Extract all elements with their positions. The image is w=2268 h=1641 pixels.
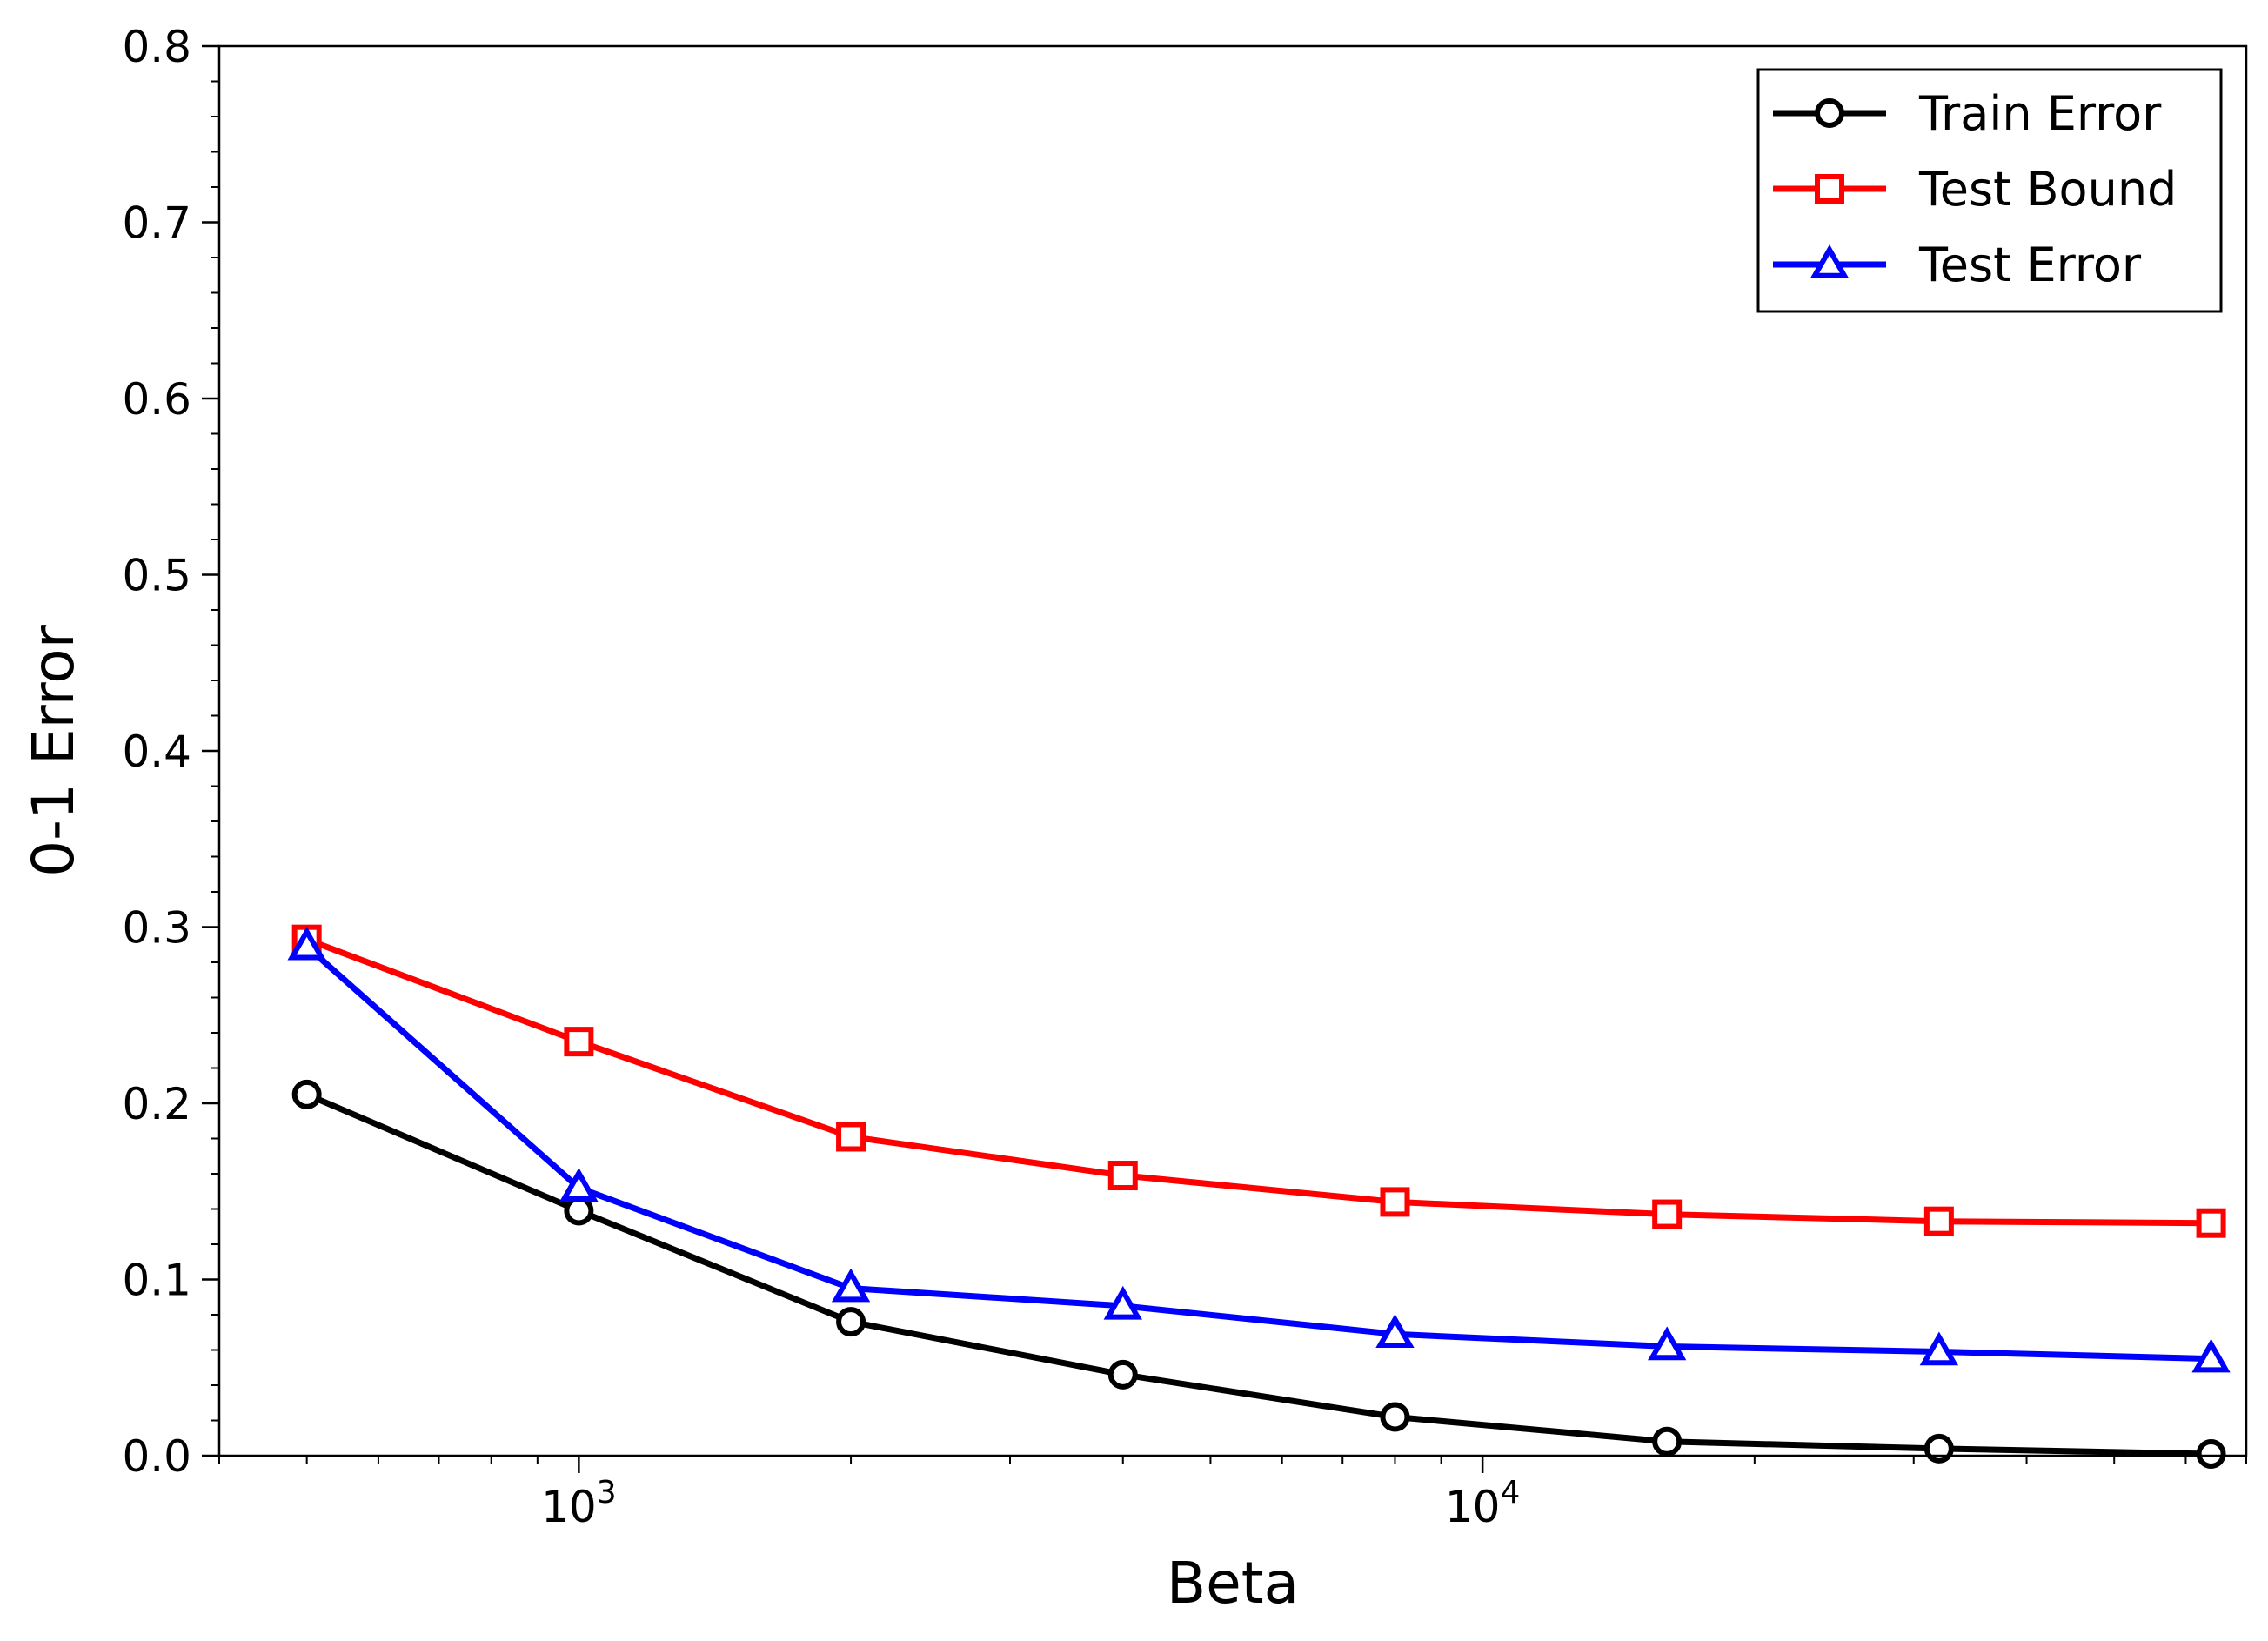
data-point-marker [1375,1314,1415,1349]
data-point-marker [559,1168,599,1202]
data-point-marker [1380,1187,1410,1217]
y-tick-label: 0.4 [122,727,191,777]
data-point-marker [1107,1161,1138,1191]
data-point-marker [1648,1326,1687,1361]
legend-marker [1815,98,1844,128]
series-line [305,1091,2211,1457]
major-ticks [202,44,1484,1473]
data-point-marker [1103,1285,1142,1320]
data-point-marker [1923,1433,1954,1464]
y-axis-title: 0-1 Error [20,624,87,877]
data-point-marker [2196,1208,2226,1238]
legend-marker [1810,244,1850,278]
legend-marker [1815,174,1844,204]
data-point-marker [1652,1199,1683,1229]
y-tick-label: 0.2 [122,1079,191,1129]
legend-entry: Test Error [1773,238,2142,292]
data-point-marker [564,1027,594,1057]
data-point-marker [1919,1331,1959,1366]
y-tick-label: 0.3 [122,903,191,954]
data-point-marker [1652,1426,1683,1457]
series-layer [287,924,2231,1469]
data-point-marker [1923,1206,1954,1236]
data-point-marker [291,1079,322,1109]
tick-labels: 0.0 0.1 0.2 0.3 0.4 0.5 0.6 0.7 0.8 103 104 [122,22,1520,1532]
series-line [305,936,2211,1227]
legend: Train Error Test Bound Test Error [1756,68,2223,313]
legend-label: Test Bound [1918,162,2177,217]
series-line [304,944,2211,1363]
data-point-marker [564,1196,594,1226]
y-tick-label: 0.8 [122,22,191,72]
plot-frame [217,44,2248,1457]
data-point-marker [836,1122,866,1152]
x-tick-label: 104 [1445,1475,1521,1532]
y-tick-label: 0.1 [122,1256,191,1306]
data-point-marker [1107,1359,1138,1390]
series-test-error [287,926,2231,1373]
data-point-marker [1380,1402,1410,1432]
series-train-error [291,1079,2226,1469]
y-tick-label: 0.7 [122,198,191,249]
data-point-marker [2191,1338,2231,1373]
legend-label: Train Error [1918,86,2162,141]
series-test-bound [291,924,2226,1238]
data-point-marker [836,1307,866,1337]
data-point-marker [2196,1438,2226,1469]
y-tick-label: 0.5 [122,551,191,601]
data-point-marker [831,1268,871,1303]
y-tick-label: 0.6 [122,374,191,425]
x-tick-label: 103 [541,1475,617,1532]
data-point-marker [287,926,326,961]
legend-entry: Train Error [1773,86,2162,141]
legend-label: Test Error [1918,238,2142,292]
x-axis-title: Beta [1167,1550,1299,1617]
legend-entry: Test Bound [1773,162,2177,217]
y-tick-label: 0.0 [122,1431,191,1482]
